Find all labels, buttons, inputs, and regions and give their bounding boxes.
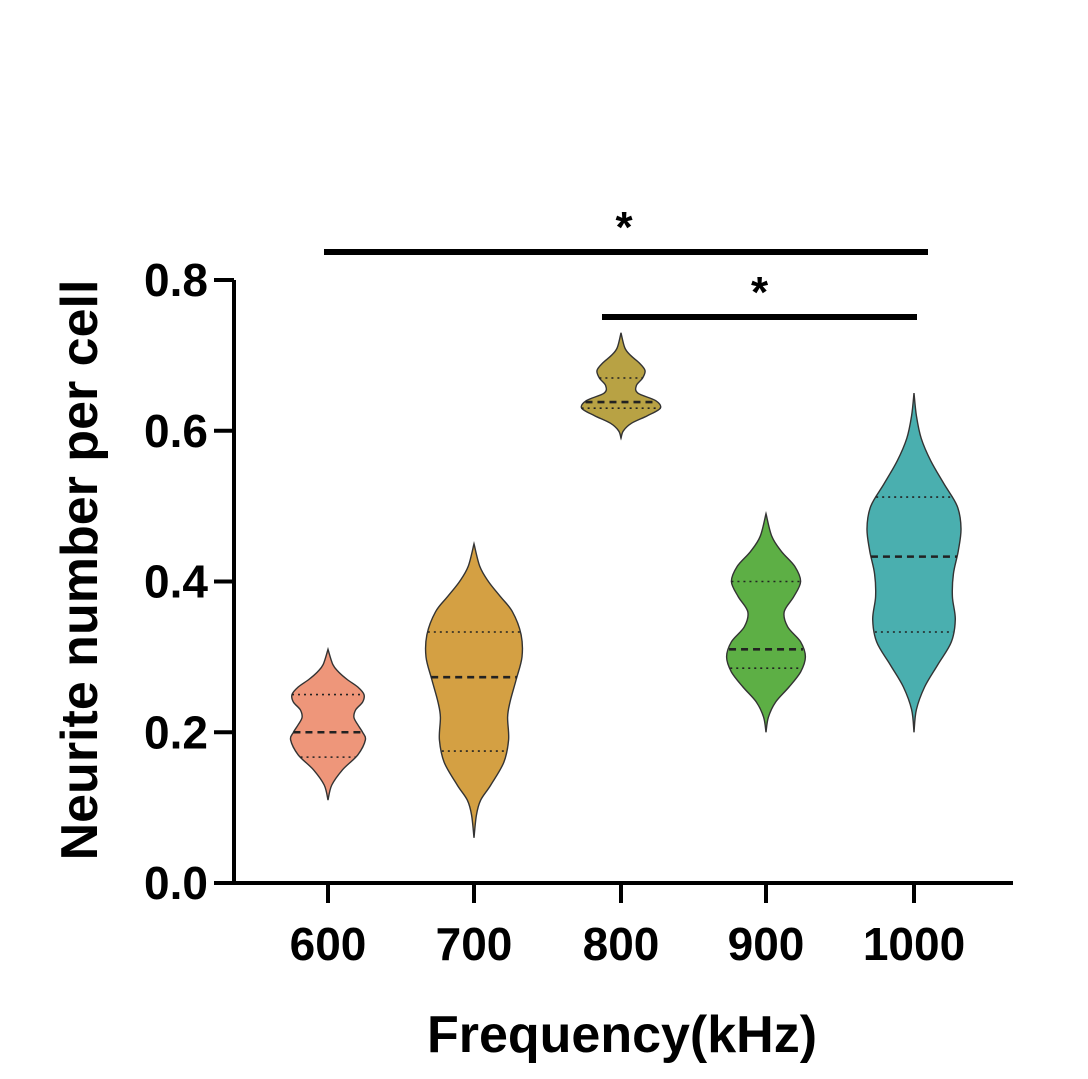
y-tick-label: 0.0 bbox=[144, 857, 208, 909]
violin-800 bbox=[580, 332, 662, 441]
violin-1000 bbox=[866, 393, 962, 733]
violins-group bbox=[289, 332, 962, 838]
ticks-group: 0.0 0.2 0.4 0.6 0.8 600 700 800 900 1000 bbox=[144, 254, 965, 970]
x-tick-label: 700 bbox=[436, 918, 513, 970]
y-tick-label: 0.4 bbox=[144, 556, 208, 608]
violin-body-800 bbox=[580, 332, 662, 441]
x-tick-label: 1000 bbox=[863, 918, 965, 970]
x-tick-label: 600 bbox=[290, 918, 367, 970]
x-axis-title: Frequency(kHz) bbox=[427, 1006, 817, 1064]
violin-body-600 bbox=[289, 646, 367, 801]
violin-body-700 bbox=[424, 541, 524, 838]
significance-star: * bbox=[615, 203, 633, 252]
y-axis-title: Neurite number per cell bbox=[51, 280, 109, 861]
x-tick-label: 900 bbox=[728, 918, 805, 970]
y-tick-label: 0.8 bbox=[144, 254, 208, 306]
violin-700 bbox=[424, 541, 524, 838]
violin-body-1000 bbox=[866, 393, 962, 733]
y-tick-label: 0.2 bbox=[144, 706, 208, 758]
x-tick-label: 800 bbox=[583, 918, 660, 970]
violin-body-900 bbox=[725, 511, 807, 733]
significance-group: ** bbox=[324, 203, 928, 320]
violin-600 bbox=[289, 646, 367, 801]
violin-900 bbox=[725, 511, 807, 733]
y-tick-label: 0.6 bbox=[144, 405, 208, 457]
significance-star: * bbox=[751, 268, 769, 317]
